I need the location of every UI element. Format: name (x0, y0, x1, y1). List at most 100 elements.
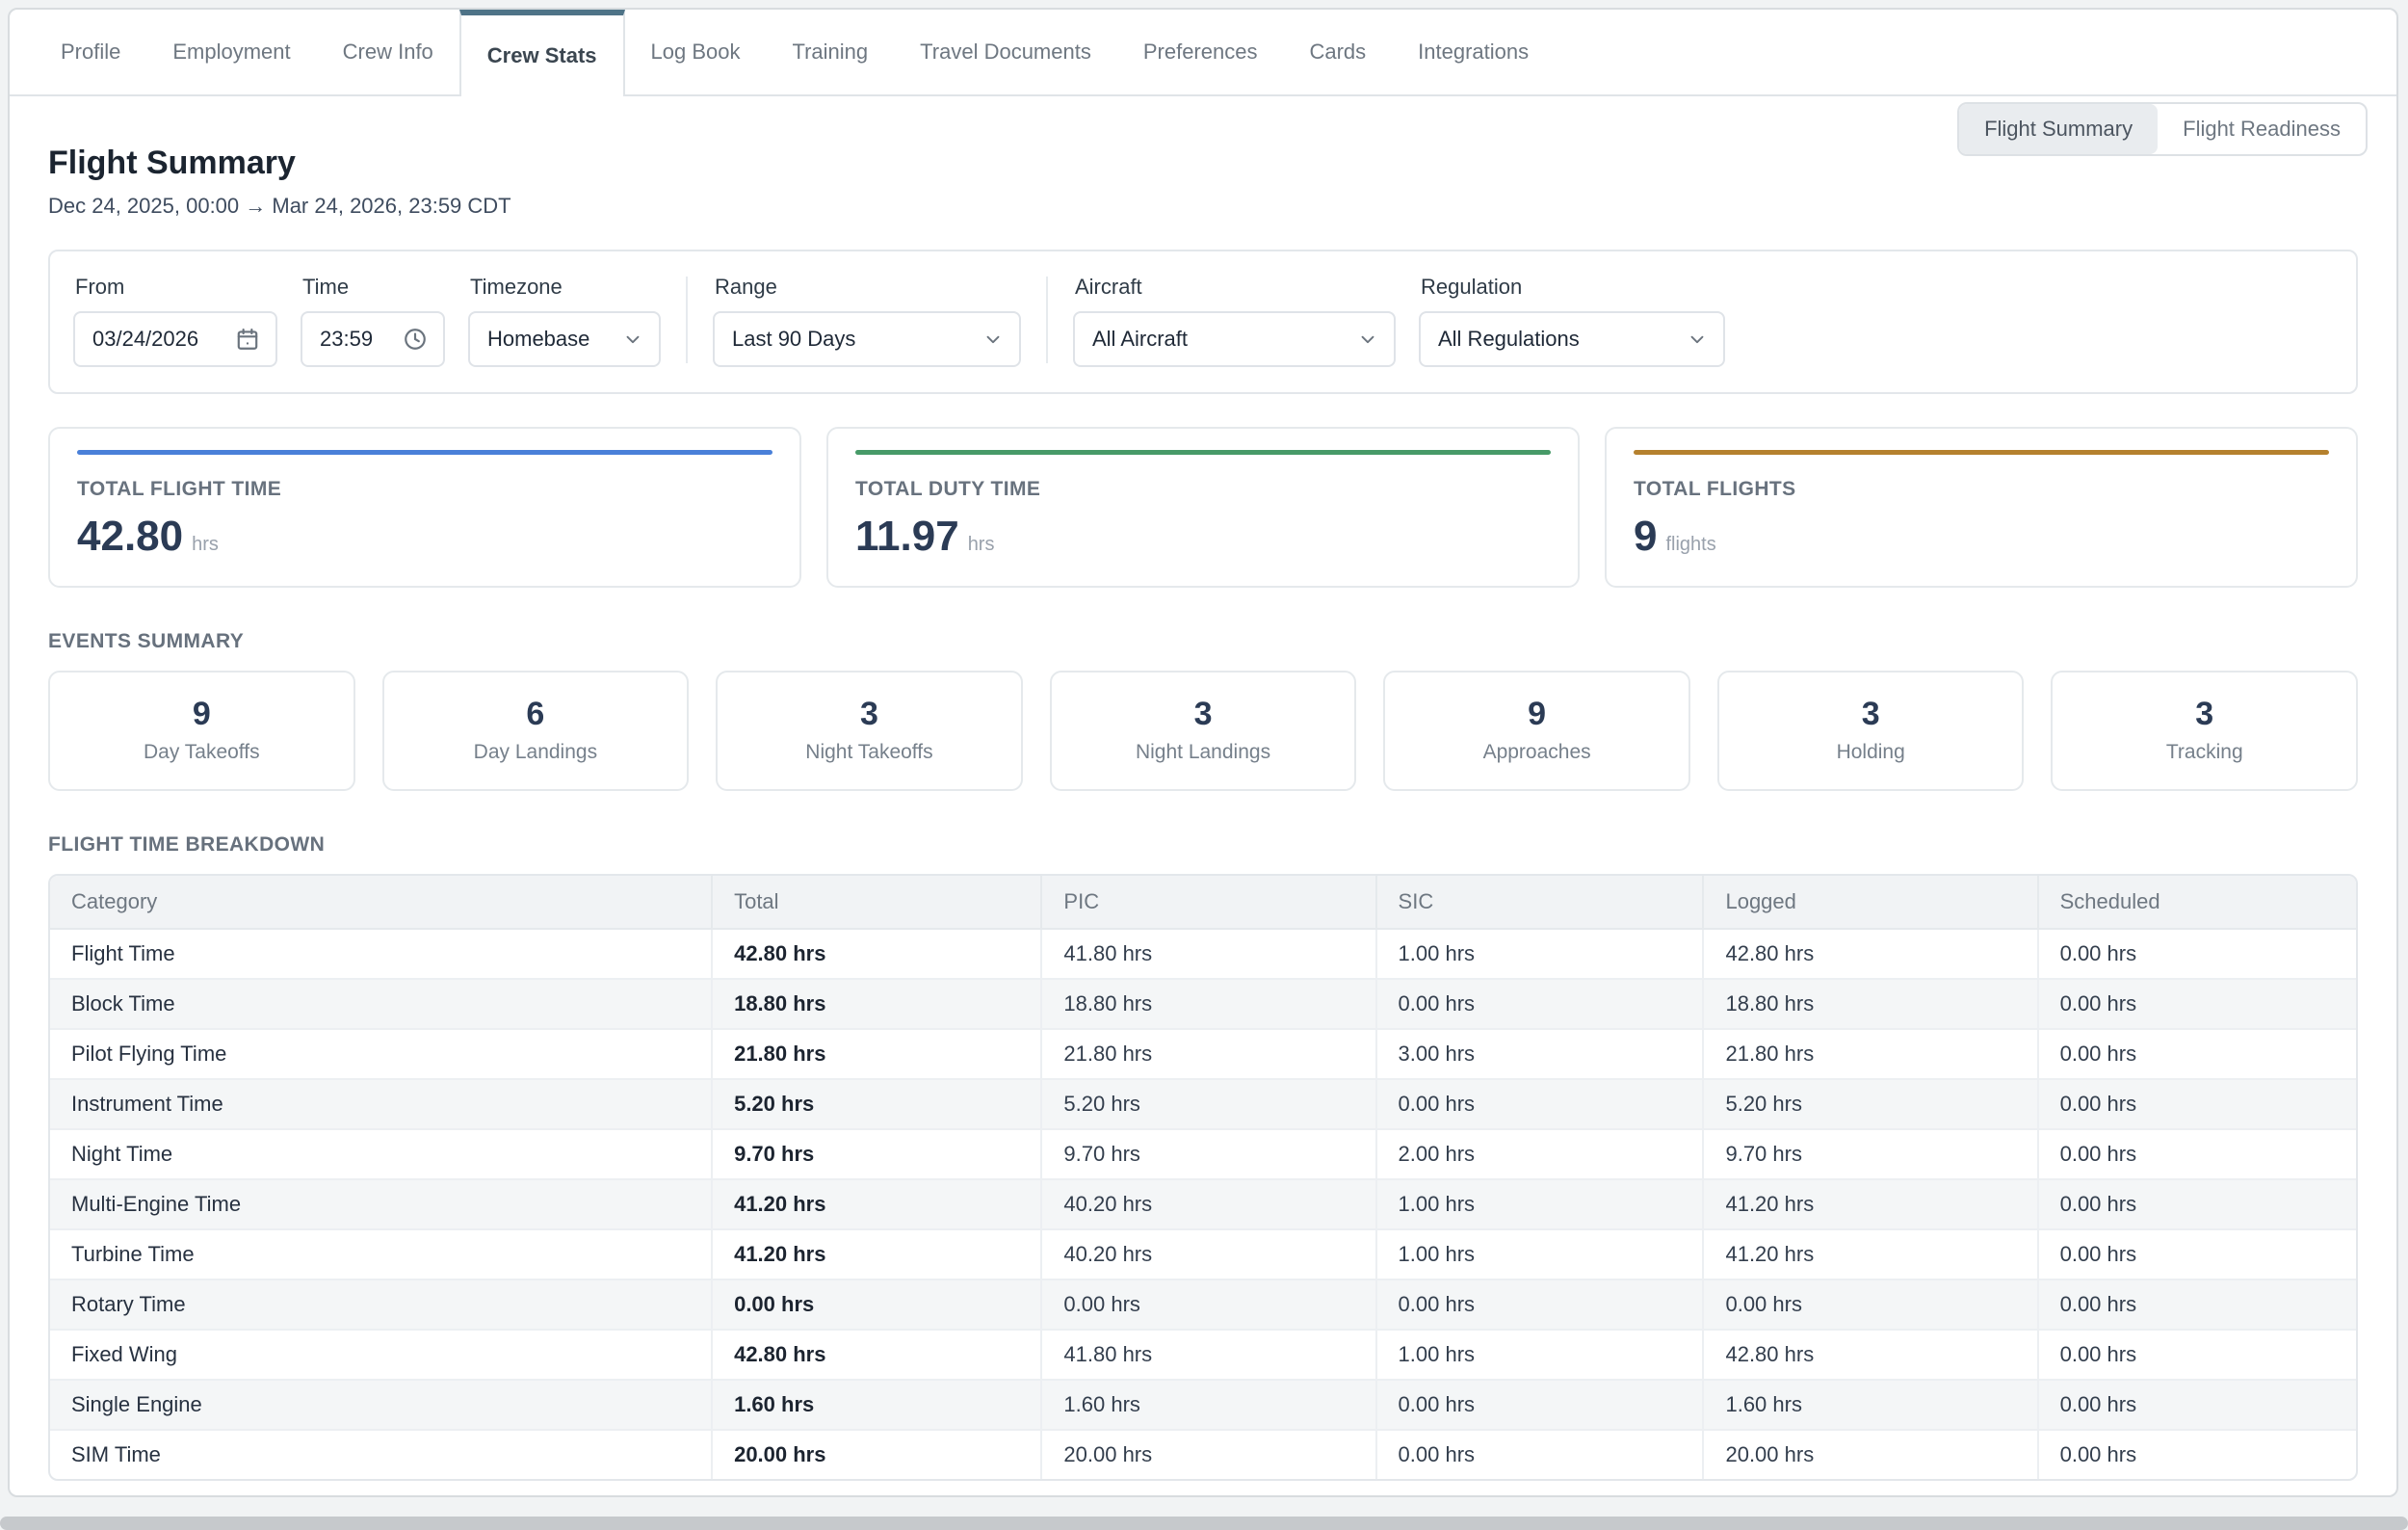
value-cell: 1.60 hrs (1041, 1380, 1377, 1431)
tab-profile[interactable]: Profile (61, 40, 121, 64)
from-date-value: 03/24/2026 (92, 327, 199, 351)
tab-log-book[interactable]: Log Book (650, 40, 741, 64)
event-label: Day Takeoffs (143, 741, 260, 763)
value-cell: 18.80 hrs (712, 979, 1043, 1030)
filter-aircraft-label: Aircraft (1075, 275, 1142, 299)
chevron-down-icon (622, 329, 643, 350)
chevron-down-icon (982, 329, 1004, 350)
value-cell: 40.20 hrs (1041, 1229, 1377, 1280)
value-cell: 42.80 hrs (1703, 929, 2039, 980)
flight-time-breakdown-table: Category Total PIC SIC Logged Scheduled Fligh… (48, 874, 2358, 1481)
category-cell: Block Time (50, 979, 714, 1030)
from-date-input[interactable]: 03/24/2026 (73, 311, 277, 367)
chevron-down-icon (1687, 329, 1708, 350)
event-card-night-landings: 3 Night Landings (1049, 671, 1357, 791)
value-cell: 0.00 hrs (2037, 1129, 2356, 1180)
value-cell: 0.00 hrs (2059, 1442, 2137, 1466)
stat-value-row: 42.80 hrs (77, 513, 772, 561)
stat-card-value: 9 (1634, 513, 1658, 560)
stat-cards-row: TOTAL FLIGHT TIME 42.80 hrs TOTAL DUTY TIME… (48, 427, 2358, 588)
breakdown-title: FLIGHT TIME BREAKDOWN (48, 833, 326, 856)
regulation-select[interactable]: All Regulations (1419, 311, 1725, 367)
time-input[interactable]: 23:59 (301, 311, 445, 367)
value-cell: 0.00 hrs (712, 1279, 1043, 1331)
table-row: Single Engine 1.60 hrs 1.60 hrs 0.00 hrs 1.6… (50, 1380, 2356, 1431)
column-header-sic: SIC (1375, 876, 1705, 930)
table-row: Turbine Time 41.20 hrs 40.20 hrs 1.00 hrs 41… (50, 1229, 2356, 1280)
stat-card-value: 11.97 (855, 513, 959, 560)
value-cell: 9.70 hrs (712, 1129, 1043, 1180)
event-label: Night Takeoffs (805, 741, 933, 763)
event-label: Holding (1836, 741, 1905, 763)
stat-card-unit: flights (1665, 534, 1716, 555)
value-cell: 40.20 hrs (1041, 1179, 1377, 1230)
value-cell: 0.00 hrs (1375, 1279, 1705, 1331)
event-label: Night Landings (1135, 741, 1271, 763)
value-cell: 42.80 hrs (1703, 1330, 2039, 1381)
filter-timezone-label: Timezone (470, 275, 563, 299)
calendar-icon (235, 327, 260, 352)
column-header-category: Category (50, 876, 714, 930)
value-cell: 2.00 hrs (1375, 1129, 1705, 1180)
aircraft-value: All Aircraft (1092, 327, 1189, 351)
event-card-approaches: 9 Approaches (1383, 671, 1690, 791)
value-cell: 1.60 hrs (1703, 1380, 2039, 1431)
event-card-night-takeoffs: 3 Night Takeoffs (716, 671, 1023, 791)
event-label: Approaches (1482, 741, 1591, 763)
event-count: 3 (2195, 696, 2214, 732)
tab-preferences[interactable]: Preferences (1142, 40, 1258, 64)
value-cell: 0.00 hrs (2037, 1380, 2356, 1431)
table-row: Rotary Time 0.00 hrs 0.00 hrs 0.00 hrs 0.00 … (50, 1279, 2356, 1331)
value-cell: 42.80 hrs (712, 929, 1043, 980)
aircraft-select[interactable]: All Aircraft (1073, 311, 1396, 367)
range-select[interactable]: Last 90 Days (713, 311, 1021, 367)
event-count: 3 (1193, 696, 1213, 732)
tab-travel-documents[interactable]: Travel Documents (920, 40, 1091, 64)
value-cell: 41.80 hrs (1041, 929, 1377, 980)
stat-card-total-duty-time: TOTAL DUTY TIME 11.97 hrs (826, 427, 1580, 588)
category-cell: Night Time (50, 1129, 714, 1180)
category-cell: Fixed Wing (50, 1330, 714, 1381)
tab-integrations[interactable]: Integrations (1418, 40, 1530, 64)
value-cell: 0.00 hrs (1703, 1279, 2039, 1331)
toggle-flight-summary[interactable]: Flight Summary (1959, 104, 2159, 154)
value-cell: 0.00 hrs (1375, 1079, 1705, 1130)
value-cell: 41.20 hrs (1703, 1179, 2039, 1230)
event-card-holding: 3 Holding (1716, 671, 2025, 791)
filter-panel: From 03/24/2026 Time 2 (48, 250, 2358, 394)
event-label: Tracking (2165, 741, 2243, 763)
value-cell: 1.00 hrs (1375, 1229, 1705, 1280)
tab-crew-stats[interactable]: Crew Stats (458, 10, 625, 96)
table-row: Pilot Flying Time 21.80 hrs 21.80 hrs 3.00 … (50, 1029, 2356, 1080)
timezone-select[interactable]: Homebase (468, 311, 661, 367)
value-cell: 0.00 hrs (1375, 1380, 1705, 1431)
toggle-flight-readiness[interactable]: Flight Readiness (2183, 117, 2341, 141)
value-cell: 0.00 hrs (2037, 1029, 2356, 1080)
tab-training[interactable]: Training (792, 40, 869, 64)
category-cell: Turbine Time (50, 1229, 714, 1280)
tab-cards[interactable]: Cards (1309, 40, 1367, 64)
stat-card-label: TOTAL DUTY TIME (855, 478, 1041, 500)
value-cell: 1.00 hrs (1375, 1179, 1705, 1230)
horizontal-scrollbar[interactable] (0, 1517, 2408, 1530)
value-cell: 0.00 hrs (1041, 1279, 1377, 1331)
event-count: 9 (1528, 696, 1547, 732)
view-toggle: Flight Summary Flight Readiness (1957, 102, 2368, 156)
table-header-row: Category Total PIC SIC Logged Scheduled (50, 876, 2356, 930)
event-card-day-landings: 6 Day Landings (381, 671, 690, 791)
filter-range: Range Last 90 Days (713, 273, 1021, 367)
tab-employment[interactable]: Employment (172, 40, 291, 64)
event-count: 3 (1861, 696, 1880, 732)
value-cell: 21.80 hrs (712, 1029, 1043, 1080)
category-cell: Single Engine (50, 1380, 714, 1431)
value-cell: 0.00 hrs (2037, 929, 2356, 980)
value-cell: 18.80 hrs (1041, 979, 1377, 1030)
event-label: Day Landings (473, 741, 598, 763)
stat-accent-bar (77, 450, 772, 455)
tab-crew-info[interactable]: Crew Info (342, 40, 433, 64)
regulation-value: All Regulations (1438, 327, 1580, 351)
value-cell: 0.00 hrs (1375, 1430, 1705, 1479)
stat-card-unit: hrs (967, 534, 995, 555)
crew-stats-panel: Profile Employment Crew Info Crew Stats Log … (8, 8, 2398, 1497)
value-cell: 21.80 hrs (1041, 1029, 1377, 1080)
